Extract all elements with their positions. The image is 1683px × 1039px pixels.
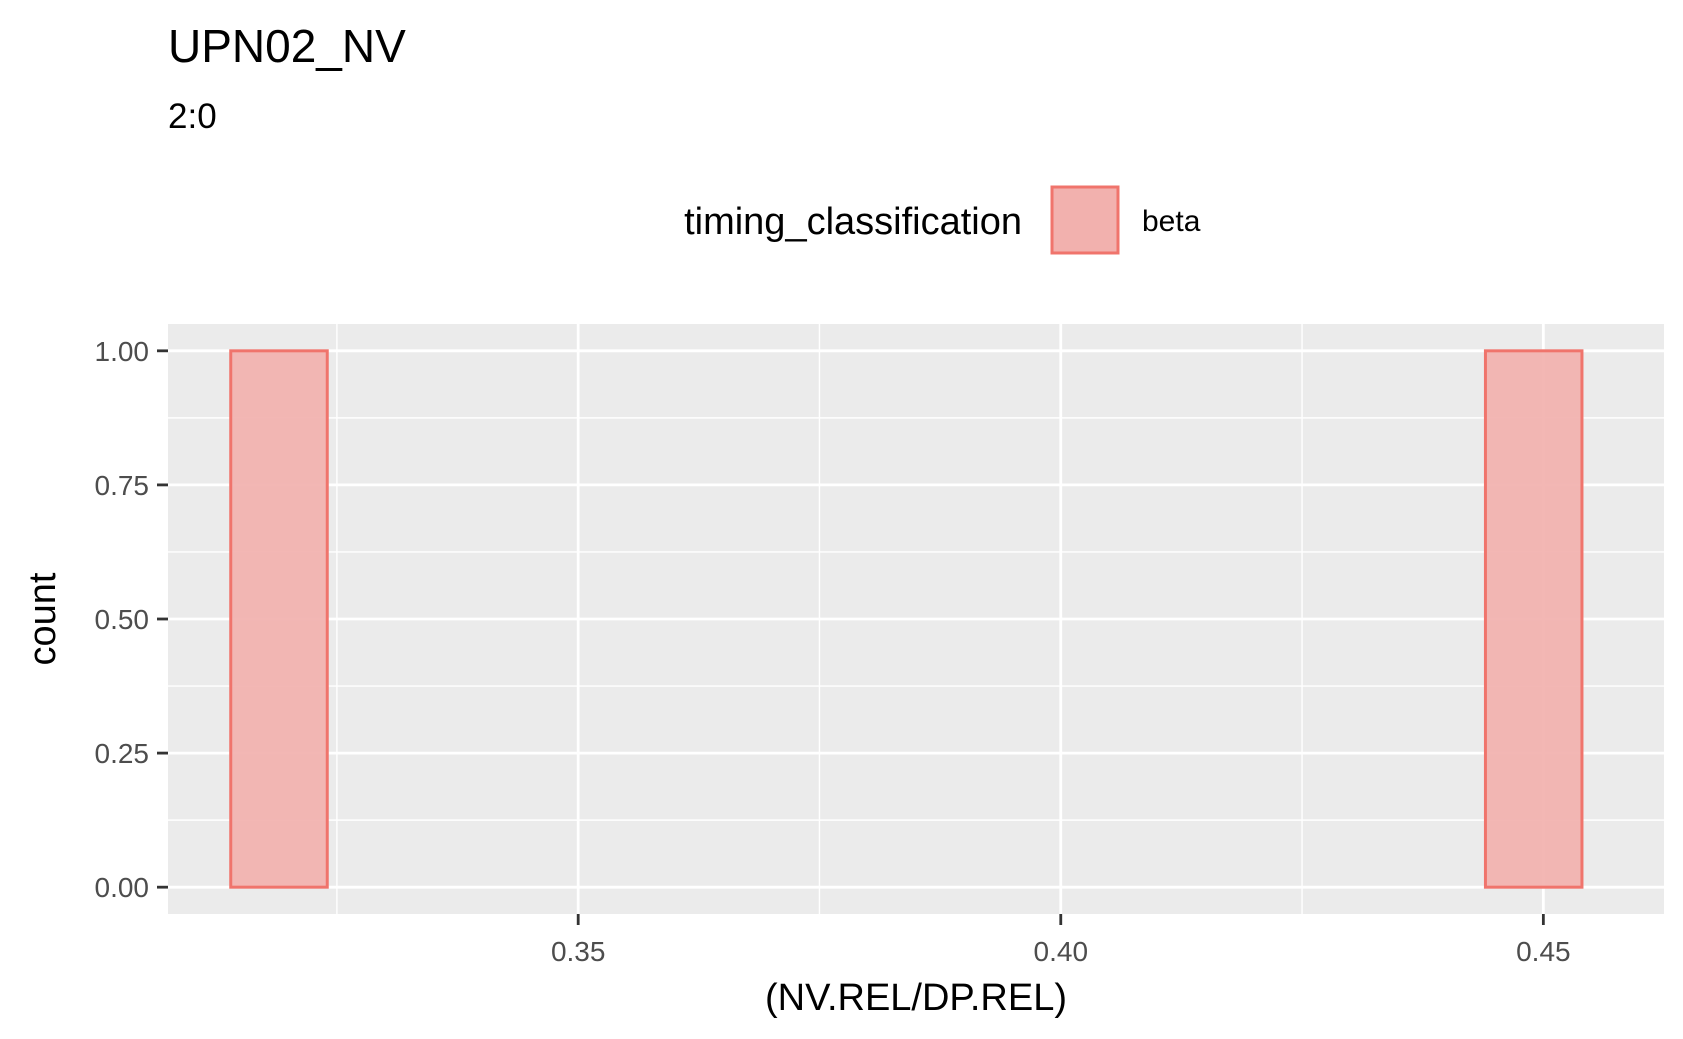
y-tick-label-4: 1.00 bbox=[95, 336, 150, 367]
x-tick-label-2: 0.45 bbox=[1516, 936, 1571, 967]
x-axis-title: (NV.REL/DP.REL) bbox=[765, 977, 1067, 1019]
legend-label-beta: beta bbox=[1142, 205, 1201, 238]
x-tick-label-1: 0.40 bbox=[1034, 936, 1089, 967]
histogram-bar-0 bbox=[229, 349, 329, 889]
y-tick-label-0: 0.00 bbox=[95, 872, 150, 903]
x-tick-label-0: 0.35 bbox=[551, 936, 606, 967]
legend-key-beta bbox=[1050, 185, 1120, 255]
y-tick-label-3: 0.75 bbox=[95, 470, 150, 501]
legend: timing_classification beta bbox=[684, 185, 1201, 255]
histogram-bar-13 bbox=[1483, 349, 1584, 889]
x-axis: 0.35 0.40 0.45 bbox=[551, 914, 1571, 967]
y-tick-label-2: 0.50 bbox=[95, 604, 150, 635]
y-axis: 0.00 0.25 0.50 0.75 1.00 bbox=[95, 336, 168, 903]
chart-title: UPN02_NV bbox=[168, 20, 406, 72]
y-tick-label-1: 0.25 bbox=[95, 738, 150, 769]
histogram-bars bbox=[229, 349, 1584, 889]
legend-title: timing_classification bbox=[684, 201, 1022, 243]
y-axis-title: count bbox=[22, 572, 64, 665]
chart-subtitle: 2:0 bbox=[168, 97, 217, 136]
